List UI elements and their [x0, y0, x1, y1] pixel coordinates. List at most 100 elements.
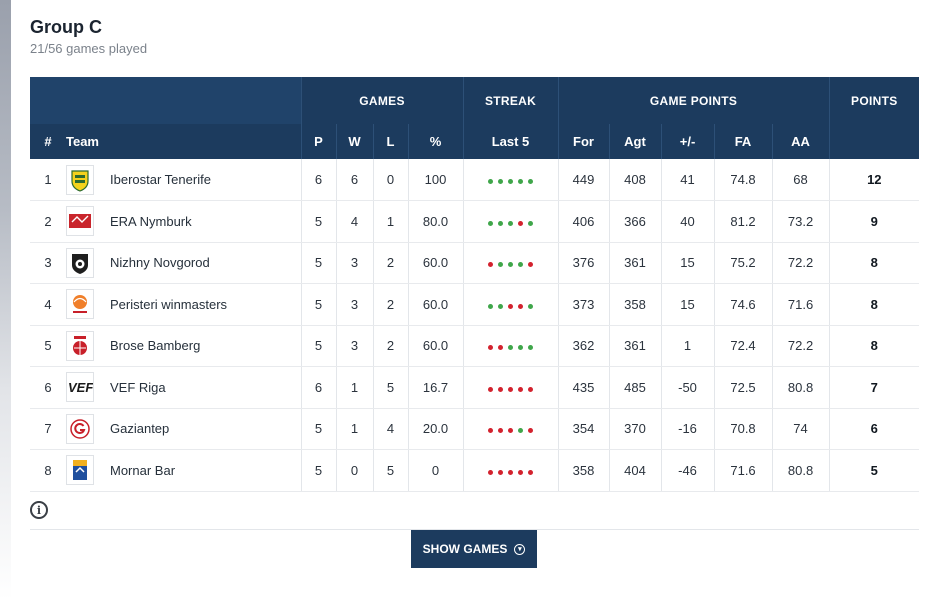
aa-cell: 71.6	[771, 283, 830, 326]
last5-streak	[488, 469, 534, 475]
team-cell[interactable]: Peristeri winmasters	[66, 283, 301, 326]
info-icon[interactable]: i	[30, 501, 48, 519]
team-cell[interactable]: Brose Bamberg	[66, 325, 301, 367]
bamberg-logo	[66, 330, 94, 361]
win-dot	[508, 220, 514, 226]
rank-cell: 3	[30, 242, 66, 284]
team-link[interactable]: Nizhny Novgorod	[66, 247, 301, 278]
losses-cell: 5	[372, 366, 408, 409]
win-dot	[508, 345, 514, 351]
points-group-header[interactable]: POINTS	[828, 77, 920, 124]
last5-streak	[488, 428, 534, 434]
diff-column-header[interactable]: +/-	[660, 124, 715, 159]
streak-cell	[462, 159, 559, 201]
points-diff-cell: -50	[660, 366, 715, 409]
show-games-button[interactable]: SHOW GAMES ▾	[411, 530, 537, 568]
wins-cell: 1	[335, 366, 373, 409]
table-row[interactable]: 1 Iberostar Tenerife 6 6 0 100 449 408 41 74.8 68 1…	[30, 159, 920, 201]
played-cell: 6	[300, 159, 336, 201]
loss-dot	[528, 262, 534, 268]
loss-dot	[488, 428, 494, 434]
wins-cell: 3	[335, 242, 373, 284]
table-row[interactable]: 8 Mornar Bar 5 0 5 0 358 404 -46 71.6 80.8 5	[30, 449, 920, 492]
team-cell[interactable]: Gaziantep	[66, 408, 301, 450]
against-column-header[interactable]: Agt	[608, 124, 662, 159]
win-pct-cell: 60.0	[407, 242, 464, 284]
losses-cell: 2	[372, 283, 408, 326]
table-row[interactable]: 7 Gaziantep 5 1 4 20.0 354 370 -16 70.8 74 6	[30, 408, 920, 450]
last5-streak	[488, 345, 534, 351]
rank-column-header[interactable]: #	[30, 124, 66, 159]
table-row[interactable]: 5 Brose Bamberg 5 3 2 60.0 362 361 1 72.4 72.2 8	[30, 325, 920, 367]
win-pct-column-header[interactable]: %	[407, 124, 464, 159]
team-name: Peristeri winmasters	[110, 296, 228, 312]
win-dot	[518, 428, 524, 434]
table-row[interactable]: 6 VEF VEF Riga 6 1 5 16.7 435 485 -50 72.5 80.8 7	[30, 366, 920, 409]
team-link[interactable]: VEF VEF Riga	[66, 372, 301, 403]
played-cell: 5	[300, 325, 336, 367]
streak-cell	[462, 200, 559, 243]
points-diff-cell: -46	[660, 449, 715, 492]
win-dot	[508, 179, 514, 184]
points-for-cell: 435	[557, 366, 610, 409]
aa-cell: 68	[771, 159, 830, 201]
points-cell: 7	[828, 366, 920, 409]
team-link[interactable]: Gaziantep	[66, 413, 301, 444]
team-name: VEF Riga	[110, 379, 166, 395]
team-cell[interactable]: ERA Nymburk	[66, 200, 301, 243]
svg-text:VEF: VEF	[68, 380, 93, 394]
team-link[interactable]: Peristeri winmasters	[66, 289, 301, 320]
points-cell: 5	[828, 449, 920, 492]
team-cell[interactable]: Mornar Bar	[66, 449, 301, 492]
peristeri-logo	[66, 289, 94, 320]
loss-dot	[488, 262, 494, 268]
wins-cell: 1	[335, 408, 373, 450]
loss-dot	[528, 469, 534, 475]
fa-column-header[interactable]: FA	[713, 124, 773, 159]
points-cell: 8	[828, 325, 920, 367]
loss-dot	[508, 303, 514, 309]
win-pct-cell: 100	[407, 159, 464, 201]
aa-column-header[interactable]: AA	[771, 124, 830, 159]
points-for-cell: 373	[557, 283, 610, 326]
table-row[interactable]: 2 ERA Nymburk 5 4 1 80.0 406 366 40 81.2 73.2 9	[30, 200, 920, 243]
wins-cell: 3	[335, 283, 373, 326]
points-cell: 8	[828, 283, 920, 326]
team-cell[interactable]: Nizhny Novgorod	[66, 242, 301, 284]
team-column-header[interactable]: Team	[66, 124, 301, 159]
last5-streak	[488, 386, 534, 392]
team-cell[interactable]: VEF VEF Riga	[66, 366, 301, 409]
standings-body: 1 Iberostar Tenerife 6 6 0 100 449 408 41 74.8 68 1…	[30, 159, 920, 492]
fa-cell: 74.6	[713, 283, 773, 326]
team-link[interactable]: Mornar Bar	[66, 455, 301, 486]
loss-dot	[508, 469, 514, 475]
win-pct-cell: 80.0	[407, 200, 464, 243]
win-dot	[518, 262, 524, 268]
team-name: ERA Nymburk	[110, 213, 192, 229]
win-dot	[498, 220, 504, 226]
team-link[interactable]: ERA Nymburk	[66, 206, 301, 237]
table-row[interactable]: 4 Peristeri winmasters 5 3 2 60.0 373 358 15 74.6…	[30, 283, 920, 326]
mornar-logo	[66, 455, 94, 486]
team-name: Gaziantep	[110, 421, 170, 437]
team-cell[interactable]: Iberostar Tenerife	[66, 159, 301, 201]
played-column-header[interactable]: P	[300, 124, 336, 159]
streak-group-header: STREAK	[462, 77, 559, 124]
team-link[interactable]: Brose Bamberg	[66, 330, 301, 361]
for-column-header[interactable]: For	[557, 124, 610, 159]
wins-cell: 6	[335, 159, 373, 201]
fa-cell: 81.2	[713, 200, 773, 243]
streak-cell	[462, 366, 559, 409]
points-against-cell: 408	[608, 159, 662, 201]
win-dot	[498, 303, 504, 309]
wins-column-header[interactable]: W	[335, 124, 373, 159]
points-diff-cell: 15	[660, 242, 715, 284]
team-link[interactable]: Iberostar Tenerife	[66, 164, 301, 195]
wins-cell: 0	[335, 449, 373, 492]
losses-column-header[interactable]: L	[372, 124, 408, 159]
table-row[interactable]: 3 Nizhny Novgorod 5 3 2 60.0 376 361 15 75.2 72.2 8	[30, 242, 920, 284]
points-against-cell: 404	[608, 449, 662, 492]
standings-table: GAMES STREAK GAME POINTS POINTS # Team P…	[30, 77, 920, 492]
aa-cell: 72.2	[771, 325, 830, 367]
team-name: Mornar Bar	[110, 462, 176, 478]
